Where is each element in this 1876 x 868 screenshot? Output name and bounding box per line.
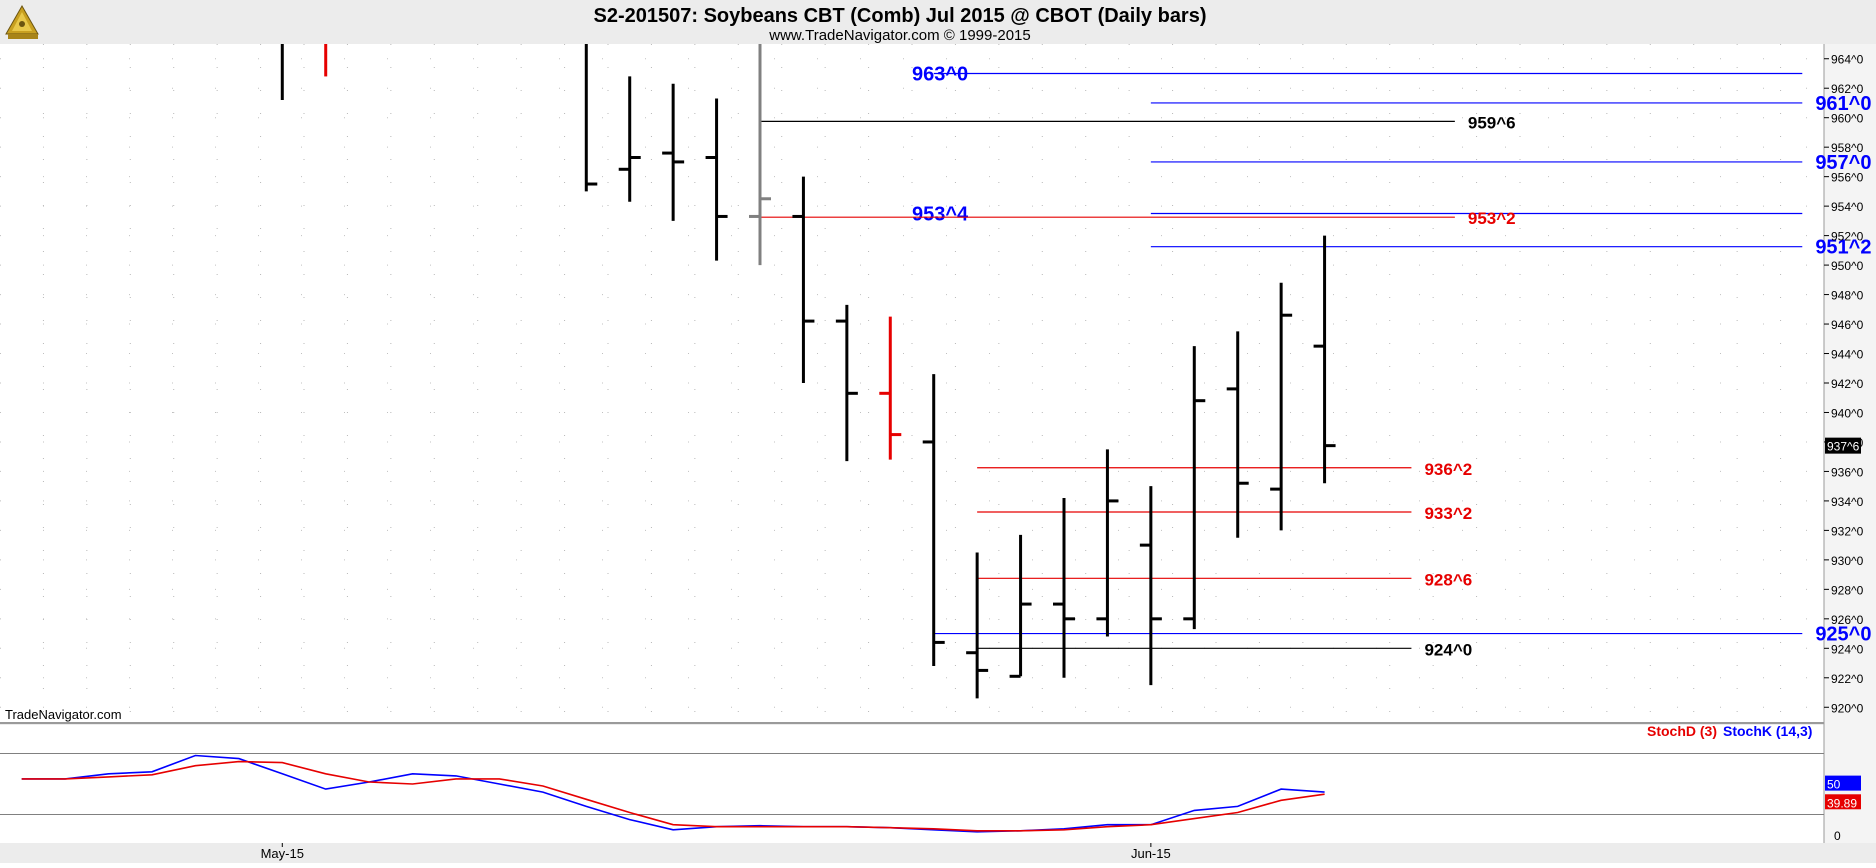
price-panel: [0, 44, 1824, 722]
last-price-label: 937^6: [1827, 440, 1860, 454]
stochastic-panel: [0, 725, 1824, 843]
level-label-953-2: 953^2: [1468, 209, 1516, 228]
level-label-953-4: 953^4: [912, 204, 969, 226]
stochastic-readout-label: 39.89: [1827, 796, 1857, 810]
stochastic-axis-tick-label: 0: [1834, 829, 1841, 843]
price-axis-tick-label: 946^0: [1831, 318, 1864, 332]
level-label-925-0: 925^0: [1815, 624, 1871, 646]
trade-navigator-logo-icon: [5, 4, 39, 39]
price-bars: [280, 44, 1336, 699]
chart-title: S2-201507: Soybeans CBT (Comb) Jul 2015 …: [593, 5, 1206, 27]
price-axis-tick-label: 960^0: [1831, 112, 1864, 126]
time-axis-label: May-15: [261, 846, 304, 861]
price-axis-tick-label: 920^0: [1831, 701, 1864, 715]
price-axis-tick-label: 948^0: [1831, 289, 1864, 303]
last-price-marker: [1825, 437, 1861, 454]
price-axis-tick-label: 964^0: [1831, 53, 1864, 67]
price-axis-tick-label: 936^0: [1831, 465, 1864, 479]
level-label-961-0: 961^0: [1815, 93, 1871, 115]
price-axis-tick-label: 950^0: [1831, 259, 1864, 273]
price-axis: 920^0 922^0 924^0 926^0 928^0 930^0 932^0 934^0…: [1824, 53, 1864, 715]
price-axis-tick-label: 922^0: [1831, 672, 1864, 686]
time-axis: May-15 Jun-15: [261, 843, 1171, 861]
support-resistance-levels: 963^0 961^0 959^6 957^0 953^4 953^2 951^2 936^2…: [760, 63, 1871, 659]
chart-subtitle: www.TradeNavigator.com © 1999-2015: [768, 27, 1030, 44]
price-axis-tick-label: 958^0: [1831, 141, 1864, 155]
price-axis-tick-label: 930^0: [1831, 554, 1864, 568]
price-axis-tick-label: 956^0: [1831, 171, 1864, 185]
level-label-951-2: 951^2: [1815, 237, 1871, 259]
level-label-924-0: 924^0: [1424, 640, 1472, 659]
level-label-933-2: 933^2: [1424, 504, 1472, 523]
time-axis-label: Jun-15: [1131, 846, 1171, 861]
stochastic-series-stochk: [21, 754, 1325, 833]
stochastic-legend-entry: StochD (3): [1647, 723, 1717, 739]
price-axis-tick-label: 954^0: [1831, 200, 1864, 214]
price-axis-tick-label: 928^0: [1831, 583, 1864, 597]
level-label-928-6: 928^6: [1424, 570, 1472, 589]
price-axis-tick-label: 934^0: [1831, 495, 1864, 509]
watermark-text: TradeNavigator.com: [5, 707, 122, 722]
price-axis-tick-label: 952^0: [1831, 230, 1864, 244]
level-label-963-0: 963^0: [912, 63, 968, 85]
price-axis-tick-label: 926^0: [1831, 613, 1864, 627]
price-axis-tick-label: 942^0: [1831, 377, 1864, 391]
stochastic-readout-marker: [1825, 794, 1861, 810]
stochastic-lines: StochD (3) StochK (14,3) 0 39.89 50: [0, 723, 1861, 843]
price-axis-tick-label: 940^0: [1831, 406, 1864, 420]
price-axis-tick-label: 944^0: [1831, 348, 1864, 362]
stochastic-readout-marker: [1825, 775, 1861, 791]
price-axis-tick-label: 924^0: [1831, 642, 1864, 656]
stochastic-readout-label: 50: [1827, 778, 1841, 792]
level-label-957-0: 957^0: [1815, 152, 1871, 174]
price-axis-tick-label: 932^0: [1831, 524, 1864, 538]
stochastic-series-stochd: [21, 760, 1325, 832]
level-label-936-2: 936^2: [1424, 460, 1472, 479]
level-label-959-6: 959^6: [1468, 113, 1516, 132]
stochastic-legend-entry: StochK (14,3): [1723, 723, 1812, 739]
price-axis-tick-label: 962^0: [1831, 82, 1864, 96]
